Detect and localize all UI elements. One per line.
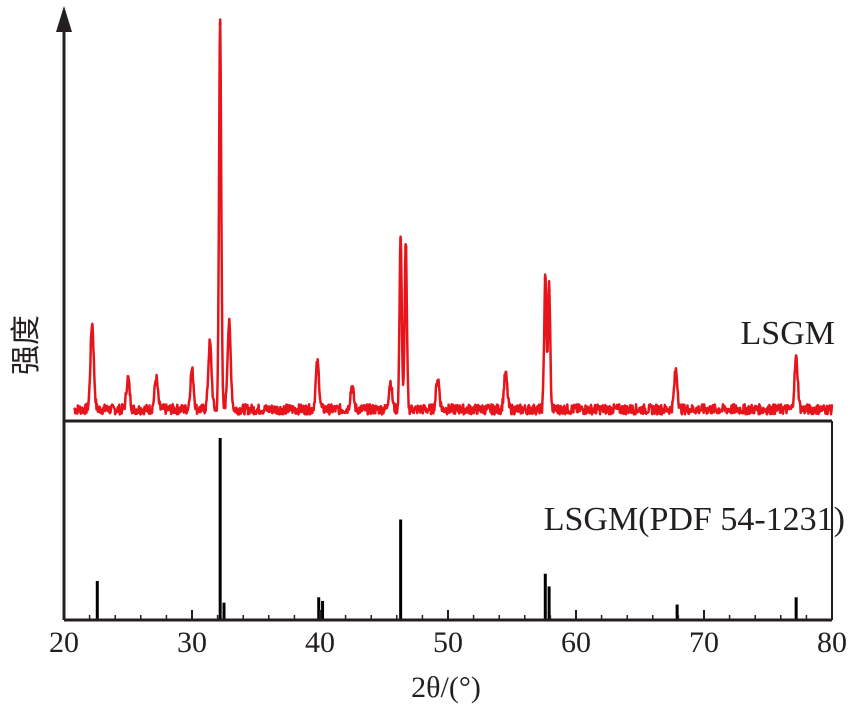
x-tick-label: 60 bbox=[561, 626, 591, 659]
series-label-pdf: LSGM(PDF 54-1231) bbox=[544, 501, 845, 538]
x-tick-label: 40 bbox=[305, 626, 335, 659]
series-label-lsgm: LSGM bbox=[741, 315, 835, 352]
x-axis-label: 2θ/(°) bbox=[411, 671, 481, 704]
x-tick-label: 80 bbox=[817, 626, 847, 659]
x-tick-label: 50 bbox=[433, 626, 463, 659]
lsgm-profile bbox=[73, 18, 834, 416]
x-tick-label: 30 bbox=[177, 626, 207, 659]
lsgm-pdf-sticks bbox=[95, 438, 798, 619]
x-ticks: 20 30 40 50 60 70 80 bbox=[49, 610, 847, 659]
x-tick-label: 20 bbox=[49, 626, 79, 659]
x-tick-label: 70 bbox=[689, 626, 719, 659]
y-axis-arrow-icon bbox=[56, 6, 72, 32]
lsgm-profile-line bbox=[73, 18, 834, 416]
y-axis-label: 强度 bbox=[9, 315, 44, 375]
